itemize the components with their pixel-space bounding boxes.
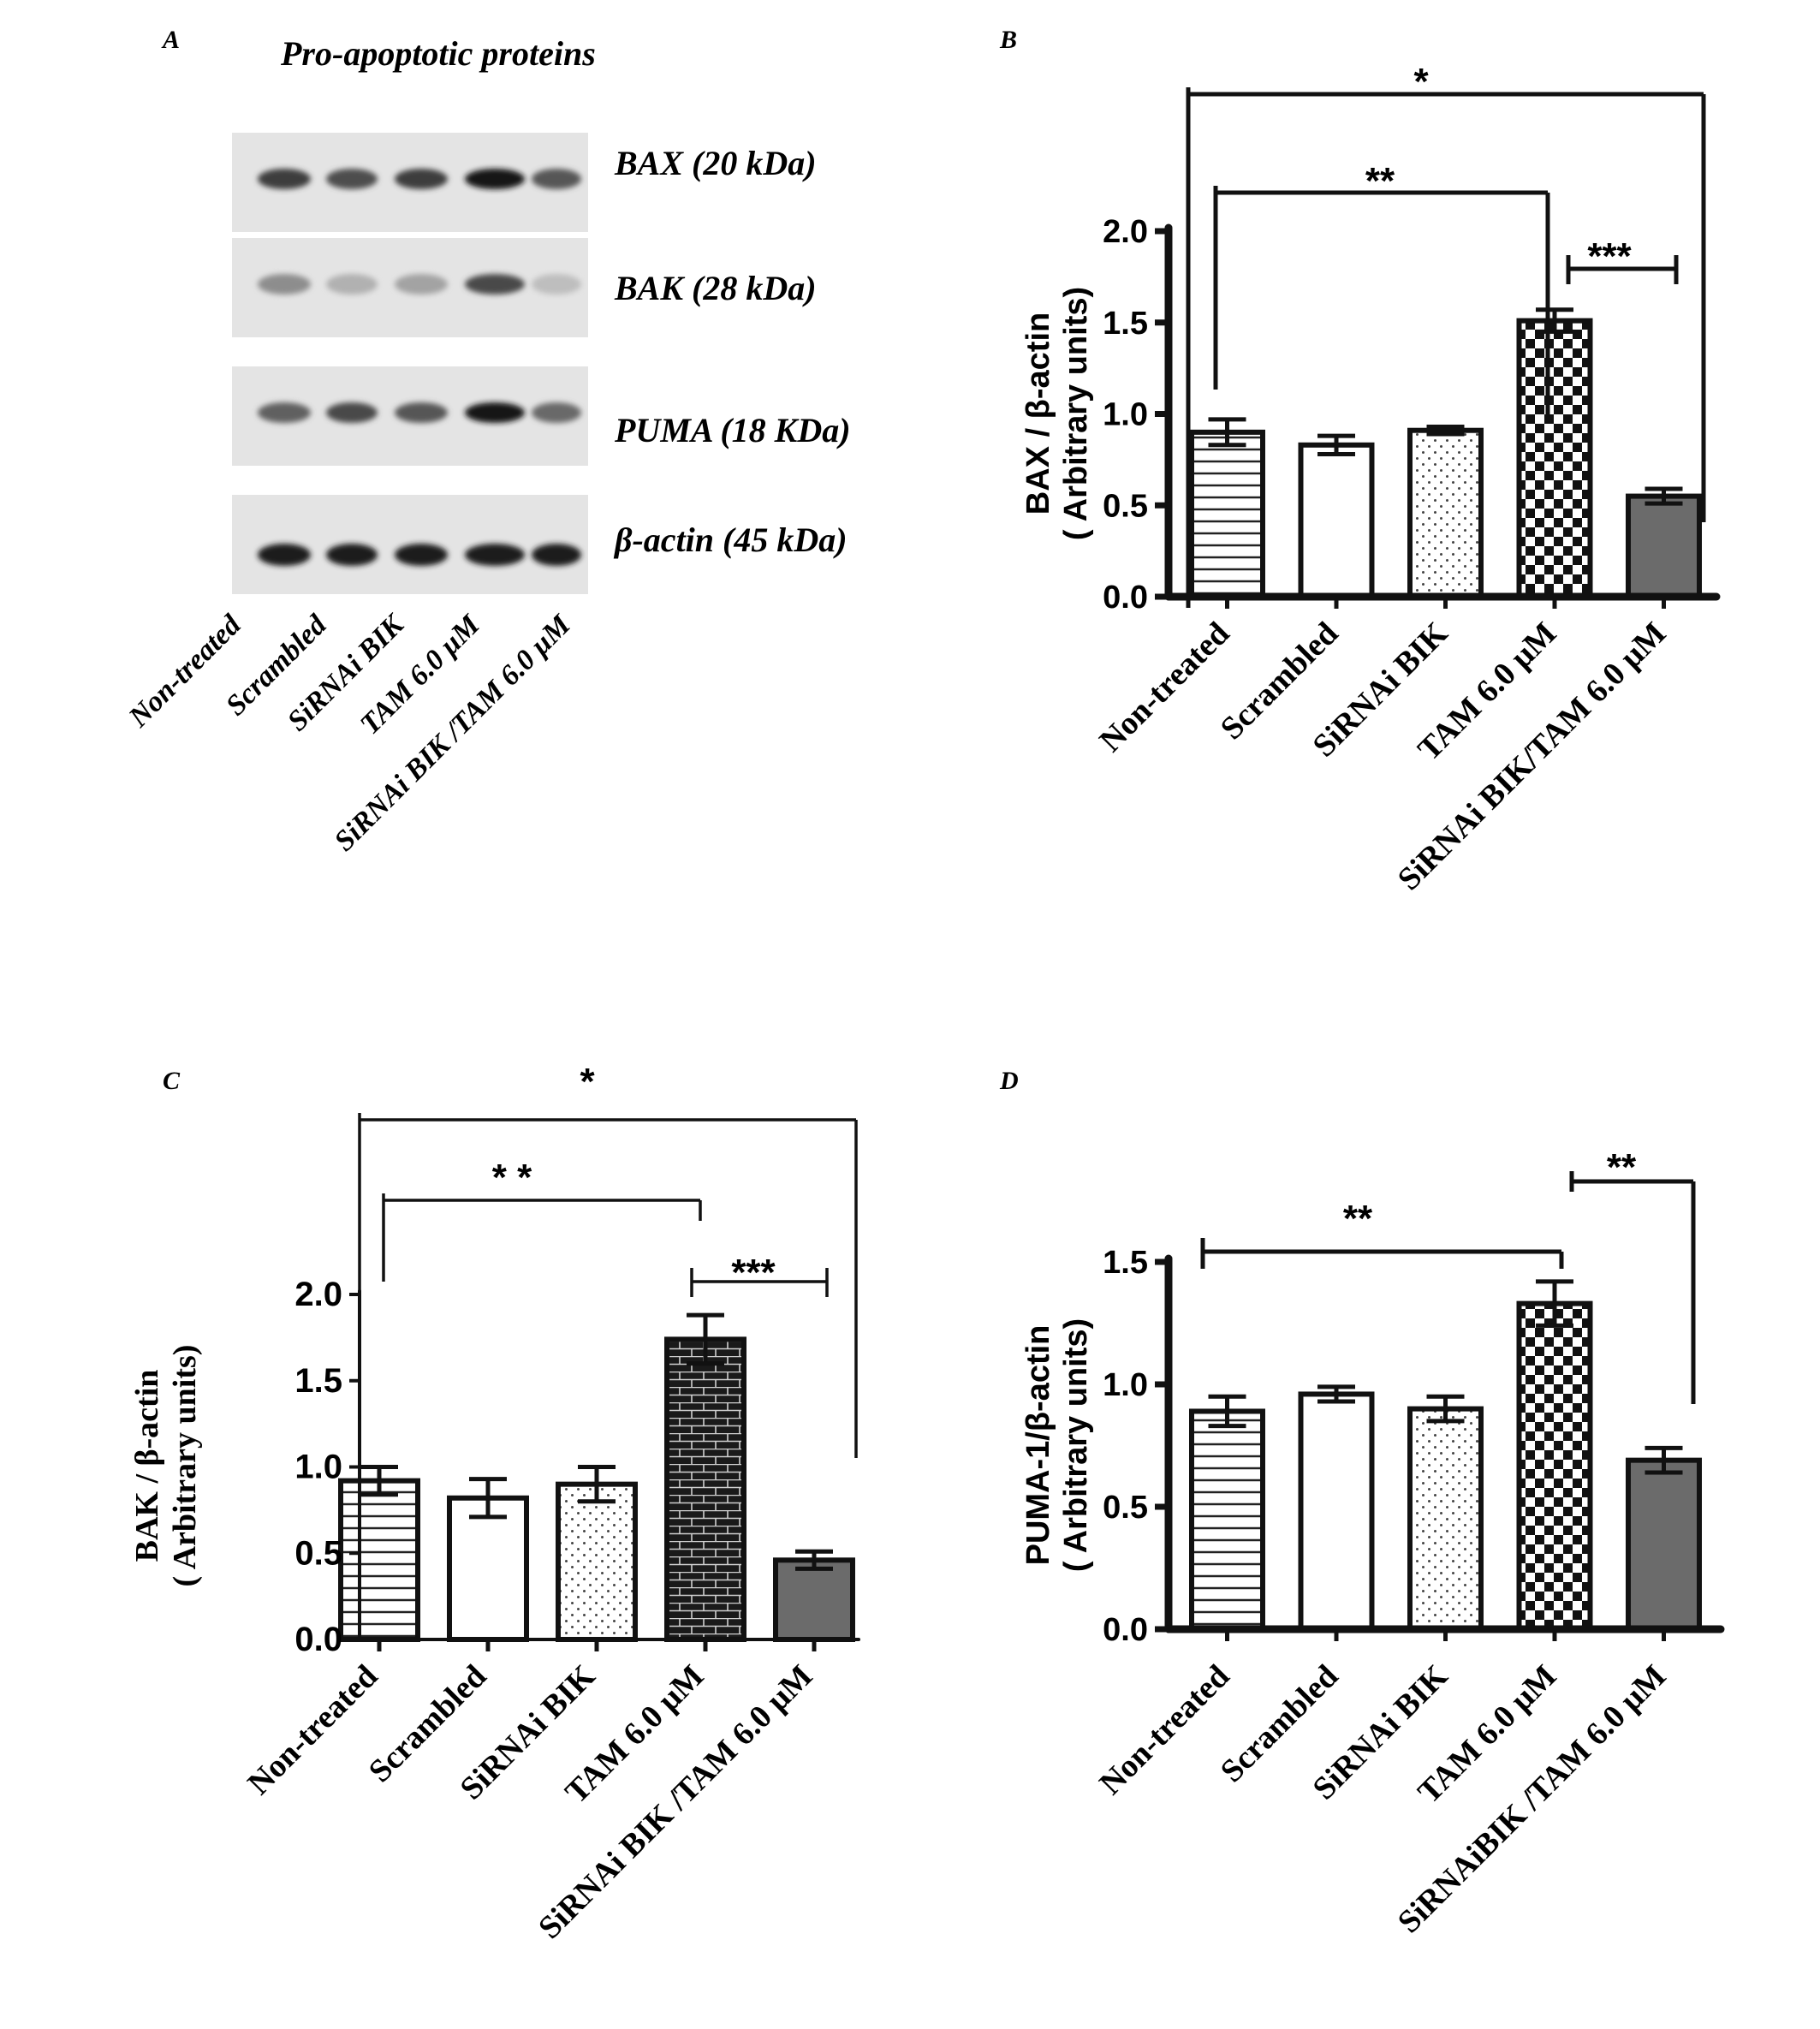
- chart-panel-c: 0.0 0.5 1.0 1.5 2.0 BAK / β-actin( Arbitrary …: [129, 1061, 860, 1946]
- panel-letter-c: C: [163, 1067, 181, 1095]
- blot-band: [326, 544, 378, 566]
- significance-label: **: [1343, 1198, 1373, 1240]
- blot-band: [465, 402, 525, 423]
- western-blot-panel: Pro-apoptotic proteins BAX (20 kDa) BAK (…: [122, 34, 851, 858]
- blot-band: [465, 169, 525, 189]
- blot-band: [465, 544, 525, 566]
- category-label: Non-treated: [241, 1658, 384, 1802]
- y-axis-label-units: ( Arbitrary units): [1058, 287, 1094, 540]
- significance-label: **: [1365, 160, 1395, 202]
- bar-c: [556, 1481, 638, 1643]
- blot-band: [532, 544, 581, 566]
- y-tick-label: 1.5: [1103, 306, 1148, 342]
- y-tick-label: 0.0: [1103, 580, 1148, 616]
- bar-b: [1626, 493, 1702, 600]
- y-axis-label: PUMA-1/β-actin: [1020, 1325, 1056, 1566]
- blot-band: [326, 274, 378, 295]
- y-tick-label: 0.5: [1103, 488, 1148, 524]
- bar-d: [1626, 1457, 1702, 1633]
- bar-b: [1516, 318, 1593, 599]
- blot-band-label: BAX (20 kDa): [614, 144, 817, 182]
- panel-letter-d: D: [999, 1067, 1019, 1095]
- bar-b: [1298, 442, 1375, 599]
- category-label: Non-treated: [1092, 1658, 1236, 1802]
- bar-b: [1189, 429, 1265, 599]
- chart-panel-b: 0.0 0.5 1.0 1.5 2.0 BAX / β-actin( Arbitrary …: [1020, 61, 1721, 897]
- bar-c: [773, 1557, 855, 1643]
- bar-d: [1407, 1406, 1484, 1632]
- significance-label: ***: [731, 1252, 776, 1294]
- category-label: Non-treated: [1092, 616, 1236, 759]
- blot-band: [395, 544, 448, 566]
- blot-band: [258, 544, 311, 566]
- bar-b: [1407, 427, 1484, 599]
- chart-panel-d: 0.0 0.5 1.0 1.5 PUMA-1/β-actin( Arbitrary un…: [1020, 1146, 1725, 1940]
- blot-band: [532, 402, 581, 423]
- bar-c: [338, 1478, 420, 1642]
- y-axis-label: BAK / β-actin: [129, 1370, 165, 1562]
- bar-c: [664, 1336, 746, 1642]
- y-axis-label: BAX / β-actin: [1020, 312, 1056, 515]
- y-tick-label: 0.5: [1103, 1490, 1148, 1526]
- blot-band: [326, 402, 378, 423]
- y-tick-label: 1.0: [1103, 397, 1148, 433]
- bar-d: [1298, 1391, 1375, 1632]
- blot-band: [395, 402, 448, 423]
- blot-band: [258, 402, 311, 423]
- y-axis-label-units: ( Arbitrary units): [167, 1345, 203, 1587]
- blot-band: [326, 169, 378, 189]
- y-tick-label: 1.0: [294, 1449, 342, 1486]
- y-tick-label: 1.0: [1103, 1367, 1148, 1403]
- bar-d: [1516, 1300, 1593, 1632]
- blot-band: [465, 274, 525, 295]
- blot-lane-label: Non-treated: [122, 609, 247, 734]
- y-axis-label-units: ( Arbitrary units): [1058, 1318, 1094, 1572]
- bar-d: [1189, 1408, 1265, 1632]
- blot-band: [258, 169, 311, 189]
- blot-band: [532, 274, 581, 295]
- significance-label: *: [580, 1061, 595, 1103]
- blot-band: [395, 169, 448, 189]
- blot-band: [532, 169, 581, 189]
- significance-label: **: [1607, 1146, 1637, 1188]
- y-tick-label: 1.5: [1103, 1245, 1148, 1281]
- y-tick-label: 1.5: [294, 1362, 342, 1400]
- significance-label: * *: [492, 1157, 532, 1199]
- significance-label: ***: [1587, 235, 1632, 277]
- blot-band: [395, 274, 448, 295]
- panel-letter-b: B: [999, 26, 1017, 54]
- blot-title: Pro-apoptotic proteins: [280, 34, 596, 73]
- y-tick-label: 0.5: [294, 1534, 342, 1572]
- y-tick-label: 0.0: [1103, 1612, 1148, 1648]
- panel-letter-a: A: [161, 26, 180, 54]
- blot-band-label: BAK (28 kDa): [614, 269, 817, 307]
- blot-band-label: PUMA (18 KDa): [614, 411, 851, 449]
- significance-label: *: [1413, 61, 1429, 103]
- blot-band: [258, 274, 311, 295]
- bar-c: [447, 1495, 529, 1643]
- y-tick-label: 2.0: [294, 1276, 342, 1313]
- y-tick-label: 2.0: [1103, 214, 1148, 250]
- y-tick-label: 0.0: [294, 1621, 342, 1658]
- blot-band-label: β-actin (45 kDa): [613, 521, 848, 559]
